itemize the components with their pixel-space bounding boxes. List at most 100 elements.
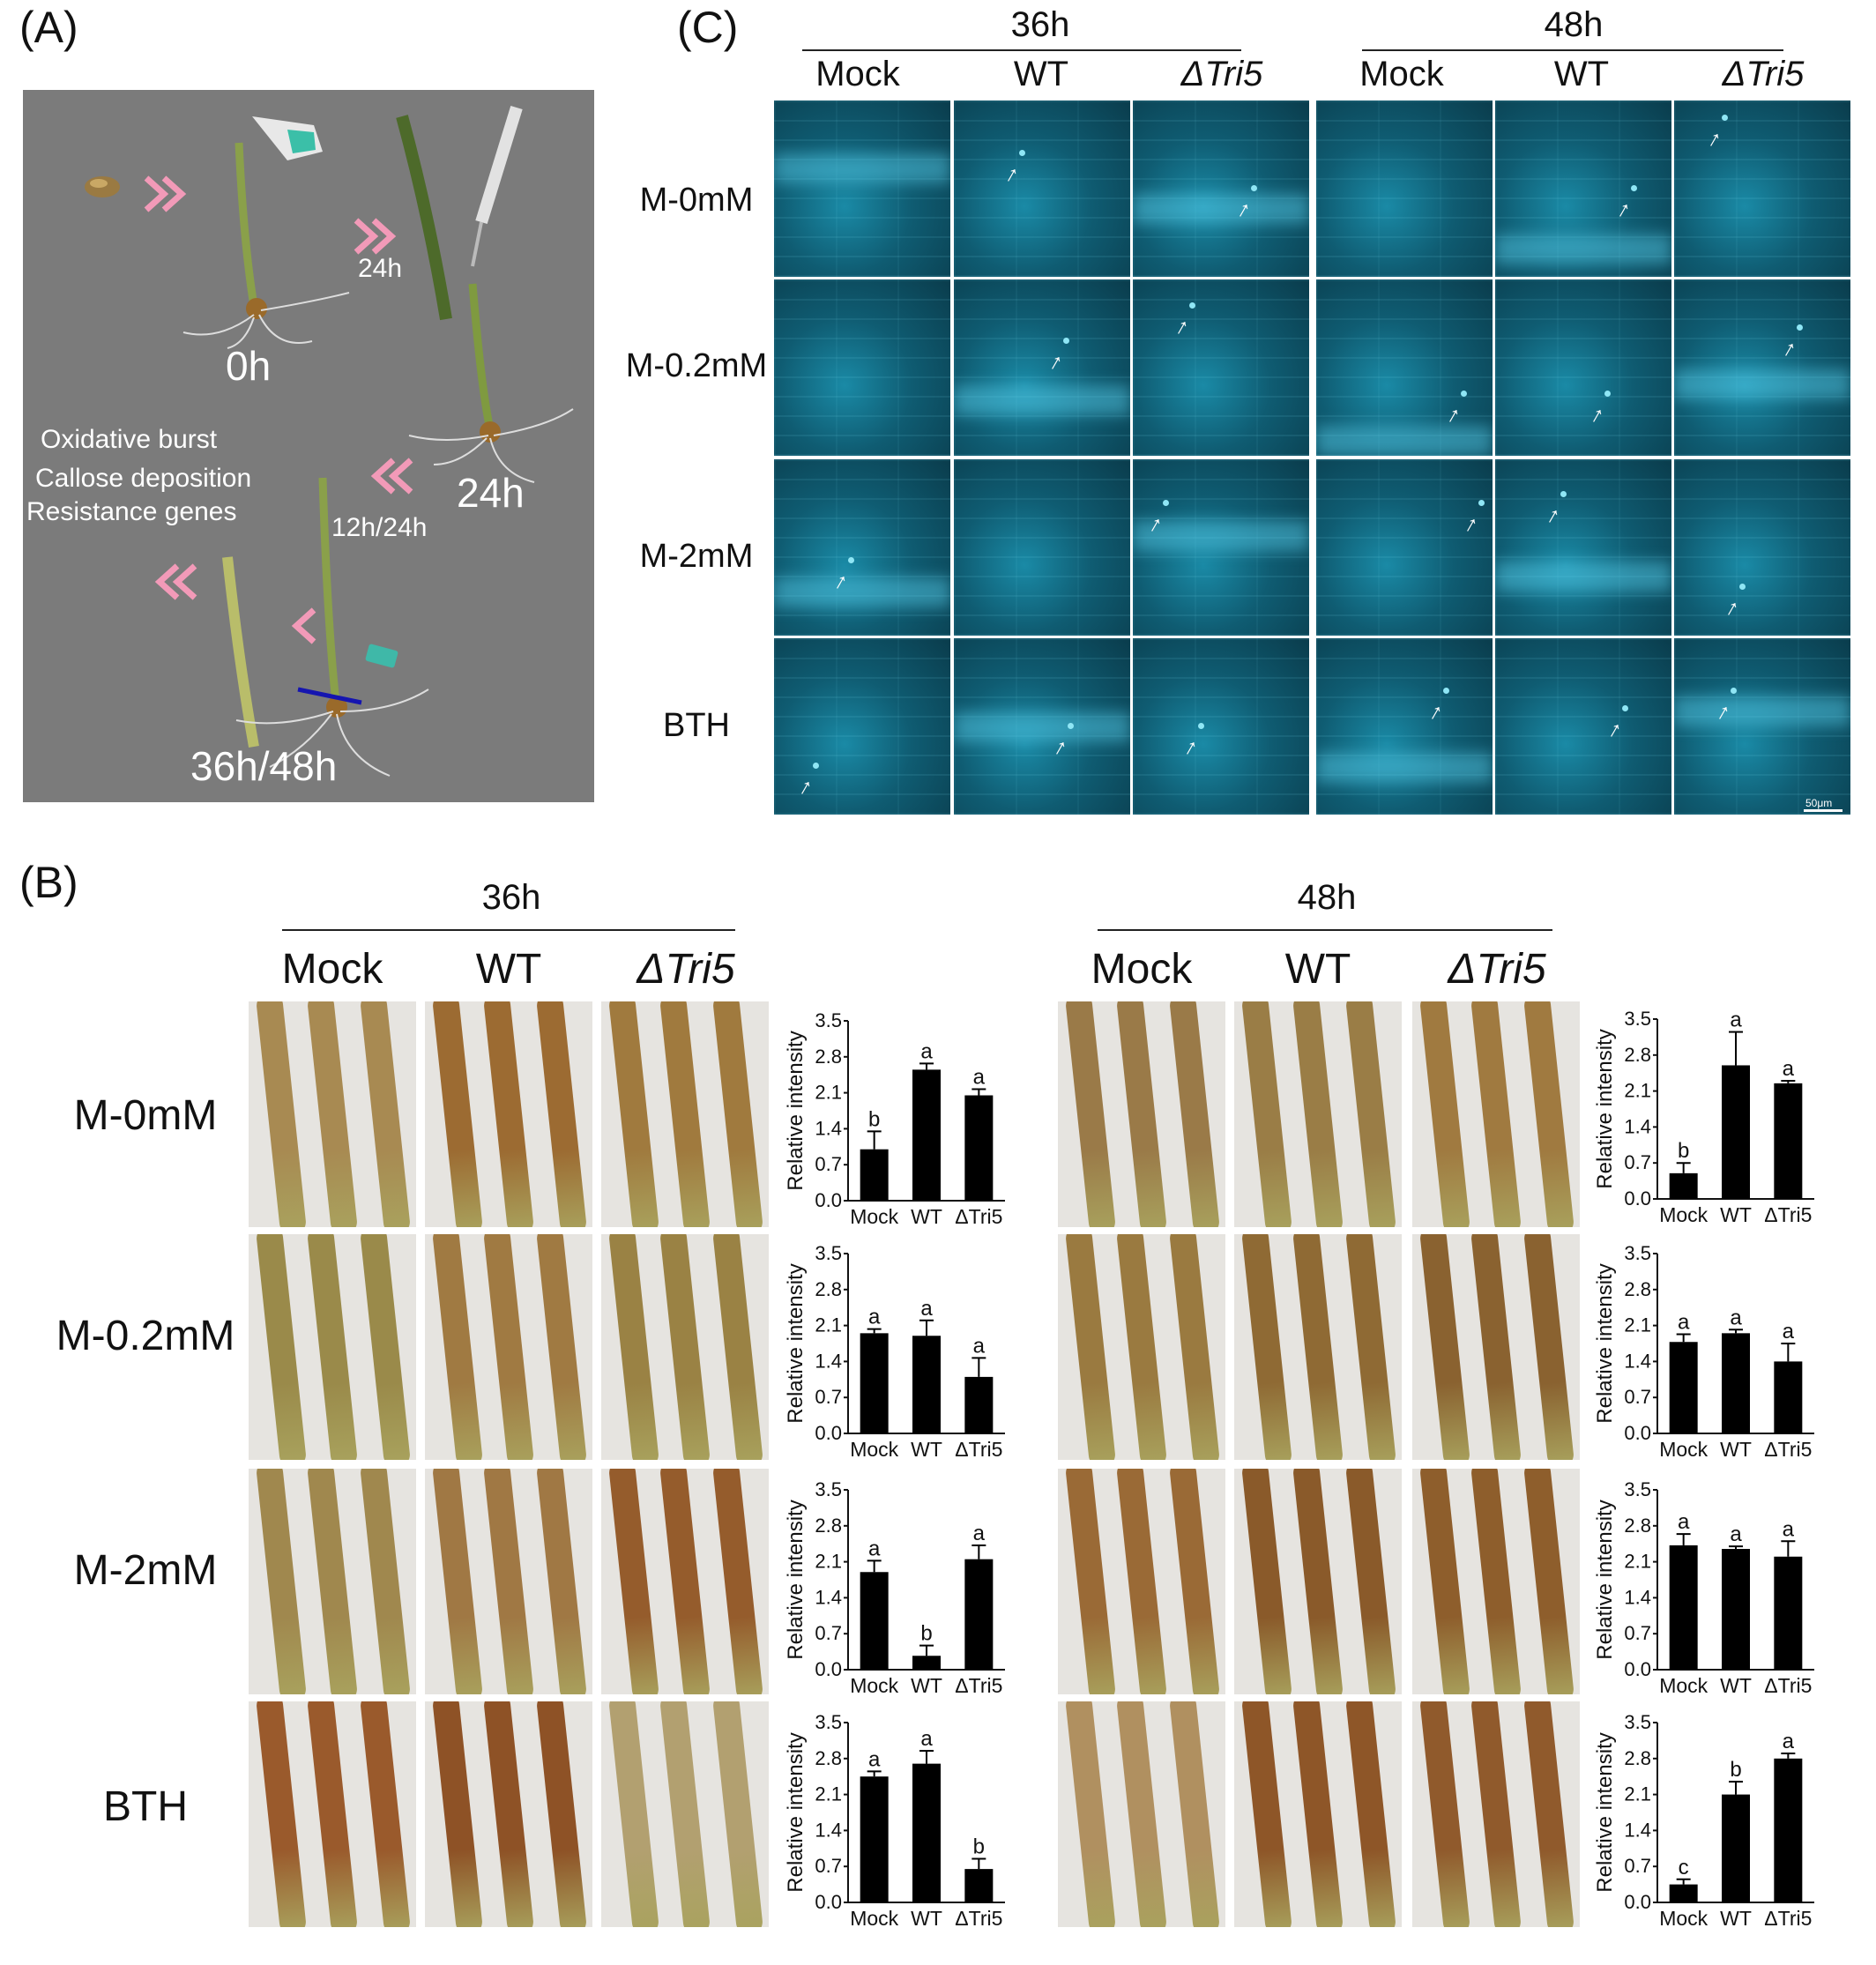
cell-texture (1316, 638, 1493, 815)
b-col-mock-36h: Mock (281, 946, 383, 993)
fluorescence-image (774, 100, 950, 277)
root-photo (425, 1469, 592, 1694)
fluorescence-image: ↑ (954, 638, 1130, 815)
root-segment (255, 1469, 308, 1694)
x-tick-label: WT (911, 1674, 942, 1697)
x-tick-label: WT (911, 1205, 942, 1228)
bar (1774, 1083, 1803, 1199)
bar (1669, 1172, 1698, 1199)
root-segment (535, 1001, 588, 1227)
root-segment (431, 1001, 484, 1227)
root-segment (482, 1234, 535, 1460)
chevron-icons (144, 175, 413, 644)
y-tick-label: 3.5 (1624, 1008, 1651, 1030)
b-time-48h: 48h (1297, 878, 1357, 917)
fluorescence-image: ↑ (1133, 279, 1309, 456)
y-tick-label: 2.8 (815, 1515, 842, 1537)
cell-texture (954, 100, 1130, 277)
fluorescence-image: ↑ (1133, 100, 1309, 277)
cell-texture (1133, 459, 1309, 636)
bar-chart-svg: 0.0 0.7 1.4 2.1 2.8 3.5 Relative intensity b Moc… (784, 1009, 1005, 1228)
bar (1722, 1549, 1750, 1670)
b-col-tri5-48h: ΔTri5 (1448, 946, 1546, 993)
bar-chart-svg: 0.0 0.7 1.4 2.1 2.8 3.5 Relative intensity a Moc… (784, 1478, 1005, 1697)
y-tick-label: 2.8 (815, 1747, 842, 1769)
y-tick-label: 1.4 (815, 1819, 842, 1841)
root-segment (607, 1469, 660, 1694)
callose-spot (1731, 688, 1737, 694)
vascular-band (1133, 194, 1309, 224)
vascular-band (774, 577, 950, 607)
bar-chart: 0.0 0.7 1.4 2.1 2.8 3.5 Relative intensity a Moc… (778, 1474, 1033, 1708)
vascular-band (1316, 426, 1493, 456)
x-tick-label: Mock (850, 1438, 898, 1461)
root-segment (1522, 1469, 1575, 1694)
y-tick-label: 0.7 (1624, 1622, 1651, 1644)
root-segment (359, 1001, 412, 1227)
y-tick-label: 0.7 (1624, 1855, 1651, 1877)
y-tick-label: 2.1 (1624, 1783, 1651, 1805)
y-tick-label: 0.0 (1624, 1891, 1651, 1913)
x-tick-label: Mock (1659, 1907, 1708, 1930)
y-tick-label: 3.5 (815, 1711, 842, 1733)
x-tick-label: Mock (850, 1674, 898, 1697)
y-axis-label: Relative intensity (1593, 1500, 1617, 1659)
fluorescence-image: ↑ (954, 279, 1130, 456)
y-tick-label: 0.0 (815, 1891, 842, 1913)
root-segment (1470, 1469, 1522, 1694)
y-tick-label: 0.0 (815, 1189, 842, 1211)
y-tick-label: 2.1 (1624, 1314, 1651, 1336)
callose-spot (1461, 391, 1467, 397)
bar-chart-svg: 0.0 0.7 1.4 2.1 2.8 3.5 Relative intensity a Moc… (784, 1711, 1005, 1930)
cell-texture (1495, 459, 1671, 636)
panel-c-label: (C) (677, 3, 739, 52)
root-photo (601, 1001, 769, 1227)
c-col-tri5-36h: ΔTri5 (1180, 55, 1263, 93)
significance-letter: a (1783, 1057, 1795, 1081)
bar (912, 1656, 941, 1670)
significance-letter: a (973, 1522, 986, 1545)
significance-letter: a (868, 1306, 881, 1329)
c-col-wt-36h: WT (1013, 55, 1069, 93)
c-divider-36h (802, 49, 1241, 51)
callose-spot (1063, 338, 1069, 344)
c-divider-48h (1362, 49, 1783, 51)
cell-texture (1674, 638, 1850, 815)
note-oxidative-burst: Oxidative burst (41, 425, 218, 454)
root-photo (1412, 1234, 1580, 1460)
significance-letter: a (920, 1039, 933, 1063)
razor-blade-icon (365, 644, 398, 668)
bar (1774, 1556, 1803, 1670)
y-tick-label: 0.0 (815, 1422, 842, 1444)
fluorescence-image: ↑ (1316, 459, 1493, 636)
cell-texture (774, 279, 950, 456)
scale-bar (1804, 809, 1842, 812)
c-row-m2mm: M-2mM (639, 538, 754, 575)
cell-texture (954, 638, 1130, 815)
callose-spot (1622, 705, 1628, 711)
root-segment (1292, 1701, 1344, 1927)
root-photo (425, 1234, 592, 1460)
panel-a-schematic: 0h 24h 24h 12h/24h 36h/48h Oxidative bur… (23, 90, 594, 802)
b-col-wt-36h: WT (475, 946, 542, 993)
significance-letter: b (973, 1835, 985, 1858)
root-segment (711, 1469, 764, 1694)
bar-chart-svg: 0.0 0.7 1.4 2.1 2.8 3.5 Relative intensity a Moc… (784, 1242, 1005, 1461)
bar (1722, 1333, 1750, 1433)
y-tick-label: 0.7 (1624, 1386, 1651, 1408)
y-tick-label: 1.4 (1624, 1115, 1651, 1137)
c-row-m0mm: M-0mM (639, 182, 754, 219)
c-row-m02mm: M-0.2mM (625, 347, 768, 384)
y-axis-label: Relative intensity (784, 1500, 808, 1659)
significance-letter: a (1678, 1510, 1690, 1534)
y-tick-label: 2.8 (1624, 1278, 1651, 1300)
significance-letter: a (973, 1334, 986, 1358)
bar (964, 1559, 994, 1670)
bar-chart-svg: 0.0 0.7 1.4 2.1 2.8 3.5 Relative intensity c Moc… (1593, 1711, 1814, 1930)
significance-letter: b (920, 1622, 932, 1646)
y-tick-label: 0.7 (815, 1622, 842, 1644)
vascular-band (1674, 696, 1850, 726)
y-tick-label: 3.5 (1624, 1242, 1651, 1264)
cell-texture (774, 100, 950, 277)
vascular-band (1133, 521, 1309, 551)
